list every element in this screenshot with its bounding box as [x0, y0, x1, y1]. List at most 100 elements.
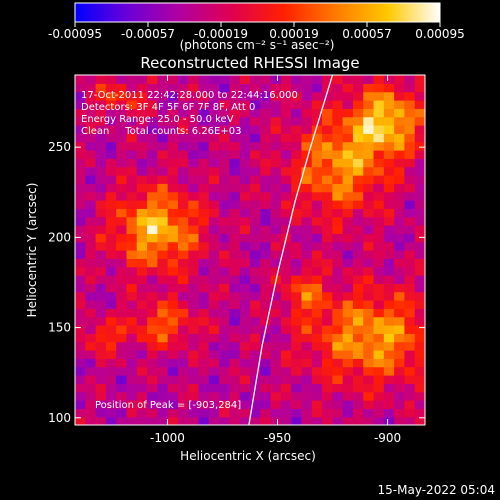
heatmap-cell: [291, 408, 303, 418]
heatmap-cell: [301, 375, 313, 384]
heatmap-cell: [136, 75, 148, 84]
heatmap-cell: [208, 100, 220, 109]
heatmap-cell: [383, 75, 395, 84]
heatmap-cell: [229, 141, 241, 151]
heatmap-cell: [177, 100, 189, 109]
heatmap-cell: [301, 191, 313, 201]
heatmap-cell: [260, 125, 272, 134]
heatmap-cell: [311, 75, 323, 84]
heatmap-cell: [291, 125, 303, 134]
heatmap-cell: [177, 91, 189, 101]
heatmap-cell: [105, 316, 117, 326]
heatmap-cell: [239, 375, 251, 384]
heatmap-cell: [260, 233, 272, 243]
heatmap-cell: [229, 416, 241, 425]
heatmap-cell: [322, 350, 333, 359]
heatmap-cell: [414, 175, 425, 184]
heatmap-cell: [352, 316, 364, 326]
heatmap-cell: [322, 233, 333, 243]
heatmap-cell: [363, 258, 375, 268]
heatmap-cell: [280, 108, 292, 118]
heatmap-cell: [394, 250, 406, 259]
heatmap-cell: [75, 266, 86, 276]
heatmap-cell: [157, 225, 169, 234]
heatmap-cell: [147, 100, 158, 109]
heatmap-cell: [250, 358, 261, 368]
heatmap-cell: [363, 316, 375, 326]
heatmap-cell: [116, 150, 128, 159]
heatmap-cell: [95, 83, 107, 93]
heatmap-cell: [291, 183, 303, 193]
heatmap-cell: [198, 300, 210, 309]
heatmap-cell: [250, 183, 261, 193]
heatmap-cell: [301, 316, 313, 326]
heatmap-cell: [311, 125, 323, 134]
heatmap-cell: [332, 391, 344, 401]
heatmap-cell: [105, 75, 117, 84]
heatmap-cell: [85, 200, 97, 209]
heatmap-cell: [363, 341, 375, 351]
heatmap-cell: [311, 166, 323, 176]
heatmap-cell: [105, 341, 117, 351]
heatmap-cell: [332, 350, 344, 359]
heatmap-cell: [260, 358, 272, 368]
heatmap-cell: [352, 300, 364, 309]
heatmap-cell: [383, 250, 395, 259]
heatmap-cell: [394, 333, 406, 343]
heatmap-cell: [291, 300, 303, 309]
heatmap-cell: [177, 391, 189, 401]
heatmap-cell: [270, 116, 282, 126]
heatmap-cell: [301, 400, 313, 409]
heatmap-cell: [414, 258, 425, 268]
heatmap-cell: [126, 391, 138, 401]
heatmap-cell: [291, 283, 303, 293]
heatmap-cell: [383, 116, 395, 126]
heatmap-cell: [75, 125, 86, 134]
heatmap-cell: [383, 216, 395, 226]
heatmap-cell: [270, 183, 282, 193]
heatmap-cell: [229, 166, 241, 176]
heatmap-cell: [75, 366, 86, 376]
heatmap-cell: [239, 333, 251, 343]
heatmap-cell: [95, 175, 107, 184]
heatmap-cell: [280, 175, 292, 184]
heatmap-cell: [147, 333, 158, 343]
heatmap-cell: [198, 183, 210, 193]
heatmap-cell: [105, 150, 117, 159]
heatmap-cell: [136, 416, 148, 425]
heatmap-cell: [188, 308, 200, 318]
heatmap-cell: [322, 141, 333, 151]
x-tick-label: -950: [264, 431, 291, 445]
heatmap-cell: [208, 125, 220, 134]
time-range-text: 17-Oct-2011 22:42:28.000 to 22:44:16.000: [81, 90, 298, 101]
heatmap-cell: [198, 258, 210, 268]
heatmap-cell: [75, 141, 86, 151]
heatmap-cell: [219, 291, 231, 301]
heatmap-cell: [188, 191, 200, 201]
heatmap-cell: [219, 158, 231, 168]
heatmap-cell: [394, 83, 406, 93]
heatmap-cell: [147, 283, 158, 293]
heatmap-cell: [383, 141, 395, 151]
heatmap-cell: [116, 133, 128, 143]
heatmap-cell: [301, 241, 313, 251]
heatmap-cell: [260, 316, 272, 326]
heatmap-cell: [188, 100, 200, 109]
heatmap-cell: [414, 241, 425, 251]
heatmap-cell: [394, 366, 406, 376]
heatmap-cell: [116, 300, 128, 309]
heatmap-cell: [404, 216, 416, 226]
heatmap-cell: [85, 266, 97, 276]
heatmap-cell: [95, 416, 107, 425]
heatmap-cell: [239, 141, 251, 151]
heatmap-cell: [157, 375, 169, 384]
heatmap-cell: [383, 233, 395, 243]
heatmap-cell: [301, 408, 313, 418]
heatmap-cell: [126, 283, 138, 293]
heatmap-cell: [394, 200, 406, 209]
heatmap-cell: [188, 416, 200, 425]
heatmap-cell: [239, 116, 251, 126]
heatmap-cell: [280, 366, 292, 376]
heatmap-cell: [95, 375, 107, 384]
heatmap-cell: [250, 316, 261, 326]
